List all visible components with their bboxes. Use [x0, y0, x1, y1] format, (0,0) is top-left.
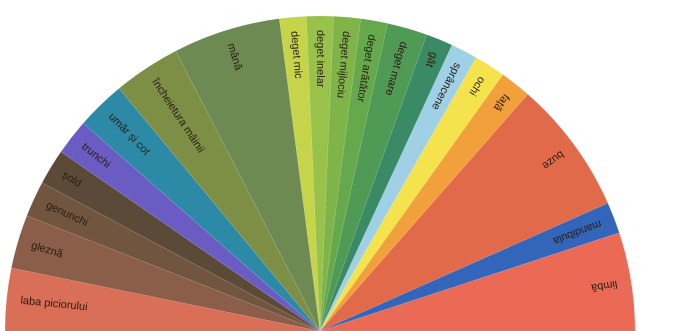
sector-genunchi — [26, 182, 321, 331]
sector-umar-si-cot — [82, 87, 321, 331]
sector-mana — [175, 18, 321, 331]
sector-deget-mic — [278, 15, 321, 331]
sector-gat — [319, 34, 453, 331]
sector-ochi — [319, 56, 504, 331]
sector-fata — [319, 74, 529, 331]
sector-trunchi — [60, 122, 321, 331]
label-deget-mijlociu: deget mijlociu — [334, 31, 352, 99]
label-deget-inelar: deget inelar — [314, 30, 326, 88]
sector-sprancene — [319, 44, 477, 331]
sector-deget-mijlociu — [319, 15, 362, 331]
sector-buze — [319, 93, 609, 331]
sector-deget-aratator — [319, 18, 389, 331]
label-limba: limbă — [589, 278, 618, 294]
sector-incheietura-mainii — [118, 50, 321, 331]
label-gat: gât — [423, 50, 440, 69]
sector-glezna — [10, 215, 321, 331]
sector-deget-inelar — [305, 15, 335, 331]
sector-sold — [41, 151, 321, 331]
sector-mandibula — [319, 202, 620, 331]
sector-deget-mare — [319, 22, 428, 331]
fan-sectors — [4, 15, 636, 331]
label-deget-mic: deget mic — [288, 31, 304, 80]
